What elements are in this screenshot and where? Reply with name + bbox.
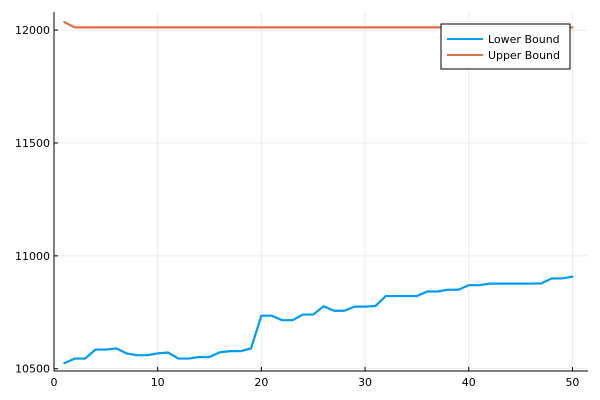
series-layer [63,21,574,365]
y-tick-label: 10500 [15,363,50,376]
x-tick-label: 40 [462,376,476,389]
x-tick-label: 10 [151,376,165,389]
legend-label: Upper Bound [488,49,560,62]
legend-label: Lower Bound [488,33,560,46]
series-line-lower-bound [63,275,574,365]
legend-box [440,23,571,70]
legend: Lower Bound Upper Bound [440,23,571,70]
axes: 0 10 20 30 40 50 10500 11000 11500 12000 [15,12,588,389]
y-tick-label: 11000 [15,250,50,263]
y-tick-label: 12000 [15,24,50,37]
x-tick-label: 30 [358,376,372,389]
x-tick-label: 20 [254,376,268,389]
x-tick-label: 0 [51,376,58,389]
x-tick-label: 50 [565,376,579,389]
y-tick-label: 11500 [15,137,50,150]
